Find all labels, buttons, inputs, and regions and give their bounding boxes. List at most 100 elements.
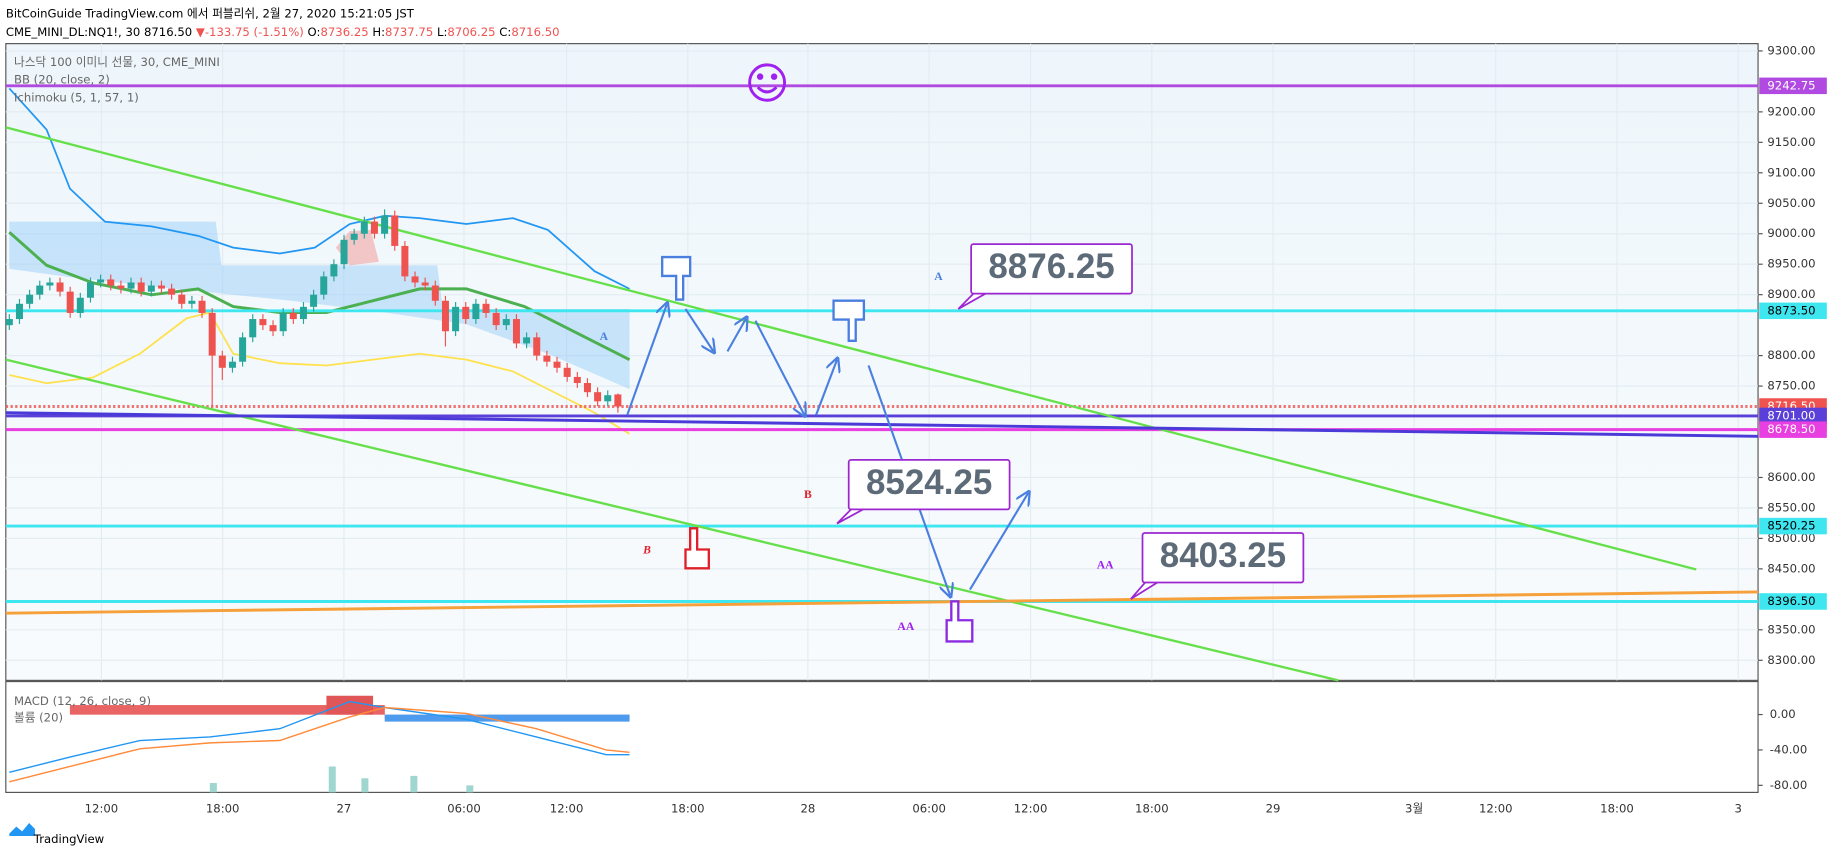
- macd-drawing-part: [9, 706, 630, 783]
- candle-body: [269, 325, 277, 332]
- y-tick-label: 8750.00: [1767, 379, 1815, 393]
- candle-body: [482, 303, 490, 313]
- x-tick-label: 12:00: [550, 801, 584, 815]
- y-tick-label: 9200.00: [1767, 104, 1815, 118]
- price-label-bg: [1759, 593, 1827, 610]
- candle-body: [563, 367, 571, 377]
- callout-tail: [1130, 579, 1162, 600]
- macd-drawing-part: [326, 695, 374, 715]
- candle-body: [502, 319, 510, 326]
- candle-body: [421, 282, 429, 286]
- last-price: 8716.50: [144, 24, 192, 38]
- candle-body: [36, 285, 44, 295]
- legend-item: BB (20, close, 2): [14, 73, 110, 87]
- hand-icons-part: [945, 600, 974, 643]
- y-tick-label: 8600.00: [1767, 470, 1815, 484]
- annotation: B: [804, 488, 812, 501]
- x-tick-label: 3월: [1405, 801, 1423, 815]
- candle-body: [157, 285, 165, 289]
- trend-lines-part: [5, 411, 1759, 438]
- candle-body: [5, 319, 13, 326]
- y-tick-label: 8300.00: [1767, 653, 1815, 667]
- forecast-arrows-part: [726, 318, 746, 352]
- candle-body: [218, 355, 226, 368]
- price-label: 8520.25: [1767, 519, 1815, 533]
- forecast-arrows-part: [754, 320, 804, 415]
- ohlc-label: L:: [437, 24, 447, 38]
- macd-drawing-part: [384, 714, 630, 722]
- volume-title: 볼륨 (20): [14, 711, 63, 725]
- trend-lines-part: [5, 358, 1339, 682]
- callout-box: [847, 458, 1011, 511]
- x-tick-label: 18:00: [1600, 801, 1634, 815]
- candle-body: [249, 319, 257, 338]
- candles: [5, 209, 622, 413]
- price-label: 9242.75: [1767, 78, 1815, 92]
- candle-body: [107, 279, 115, 286]
- candle-body: [208, 312, 216, 356]
- hand-icons-part: [684, 527, 710, 570]
- smiley-part: [748, 63, 787, 102]
- hand-icons-part: [661, 255, 692, 301]
- ohlc-label: C:: [499, 24, 511, 38]
- y-tick-label: 8450.00: [1767, 561, 1815, 575]
- x-tick-label: 27: [336, 801, 351, 815]
- ohlc-value: 8736.25: [320, 24, 368, 38]
- candle-body: [411, 276, 419, 283]
- callout-text: 8403.25: [1160, 536, 1286, 575]
- annotation: B: [642, 543, 651, 556]
- macd-tick-label: -80.00: [1770, 778, 1808, 792]
- candle-body: [86, 282, 94, 298]
- candle-body: [401, 245, 409, 277]
- x-tick-label: 18:00: [1135, 801, 1169, 815]
- ohlc-value: 8737.75: [385, 24, 433, 38]
- y-tick-label: 8800.00: [1767, 348, 1815, 362]
- candle-body: [239, 337, 247, 362]
- price-label-bg: [1759, 407, 1827, 425]
- trend-lines: [5, 126, 1759, 682]
- y-tick-label: 8550.00: [1767, 500, 1815, 514]
- hand-icons: [661, 255, 974, 643]
- candle-body: [117, 285, 125, 289]
- forecast-arrows-part: [626, 304, 667, 416]
- y-tick-label: 9000.00: [1767, 226, 1815, 240]
- price-label-bg: [1759, 77, 1827, 95]
- candle-body: [26, 294, 34, 304]
- change: ▼-133.75 (-1.51%): [196, 24, 304, 38]
- x-tick-label: 12:00: [85, 801, 119, 815]
- macd-title: MACD (12, 26, close, 9): [14, 694, 151, 708]
- candle-body: [583, 383, 591, 393]
- grid: [5, 43, 1759, 681]
- candle-body: [462, 306, 470, 320]
- y-tick-label: 8950.00: [1767, 257, 1815, 271]
- forecast-arrows-part: [815, 360, 837, 416]
- x-tick-label: 18:00: [671, 801, 705, 815]
- callout-text: 8524.25: [866, 463, 992, 502]
- price-label-bg: [1759, 421, 1827, 438]
- header-title: BitCoinGuide TradingView.com 에서 퍼블리쉬, 2월…: [6, 7, 415, 21]
- ichimoku-cloud-part: [9, 221, 630, 390]
- trend-lines-part: [5, 126, 1697, 571]
- callout-text: 8876.25: [988, 247, 1114, 286]
- candle-body: [391, 215, 399, 246]
- smiley: [748, 63, 787, 102]
- price-label: 8701.00: [1767, 408, 1815, 422]
- trend-lines-part: [5, 590, 1759, 615]
- candle-body: [573, 376, 581, 384]
- candle-body: [523, 337, 531, 344]
- candle-body: [594, 392, 602, 402]
- indicator-lines-part: [9, 311, 630, 435]
- hand-icons-part: [832, 299, 866, 342]
- candle-body: [137, 282, 145, 292]
- candle-body: [604, 395, 612, 402]
- candle-body: [512, 319, 520, 344]
- callout-box: [1141, 532, 1305, 584]
- candle-body: [553, 361, 561, 368]
- candle-body: [614, 394, 622, 407]
- candle-body: [76, 297, 84, 313]
- x-tick-label: 28: [800, 801, 815, 815]
- price-label: 8396.50: [1767, 594, 1815, 608]
- macd-pane: [5, 680, 1759, 793]
